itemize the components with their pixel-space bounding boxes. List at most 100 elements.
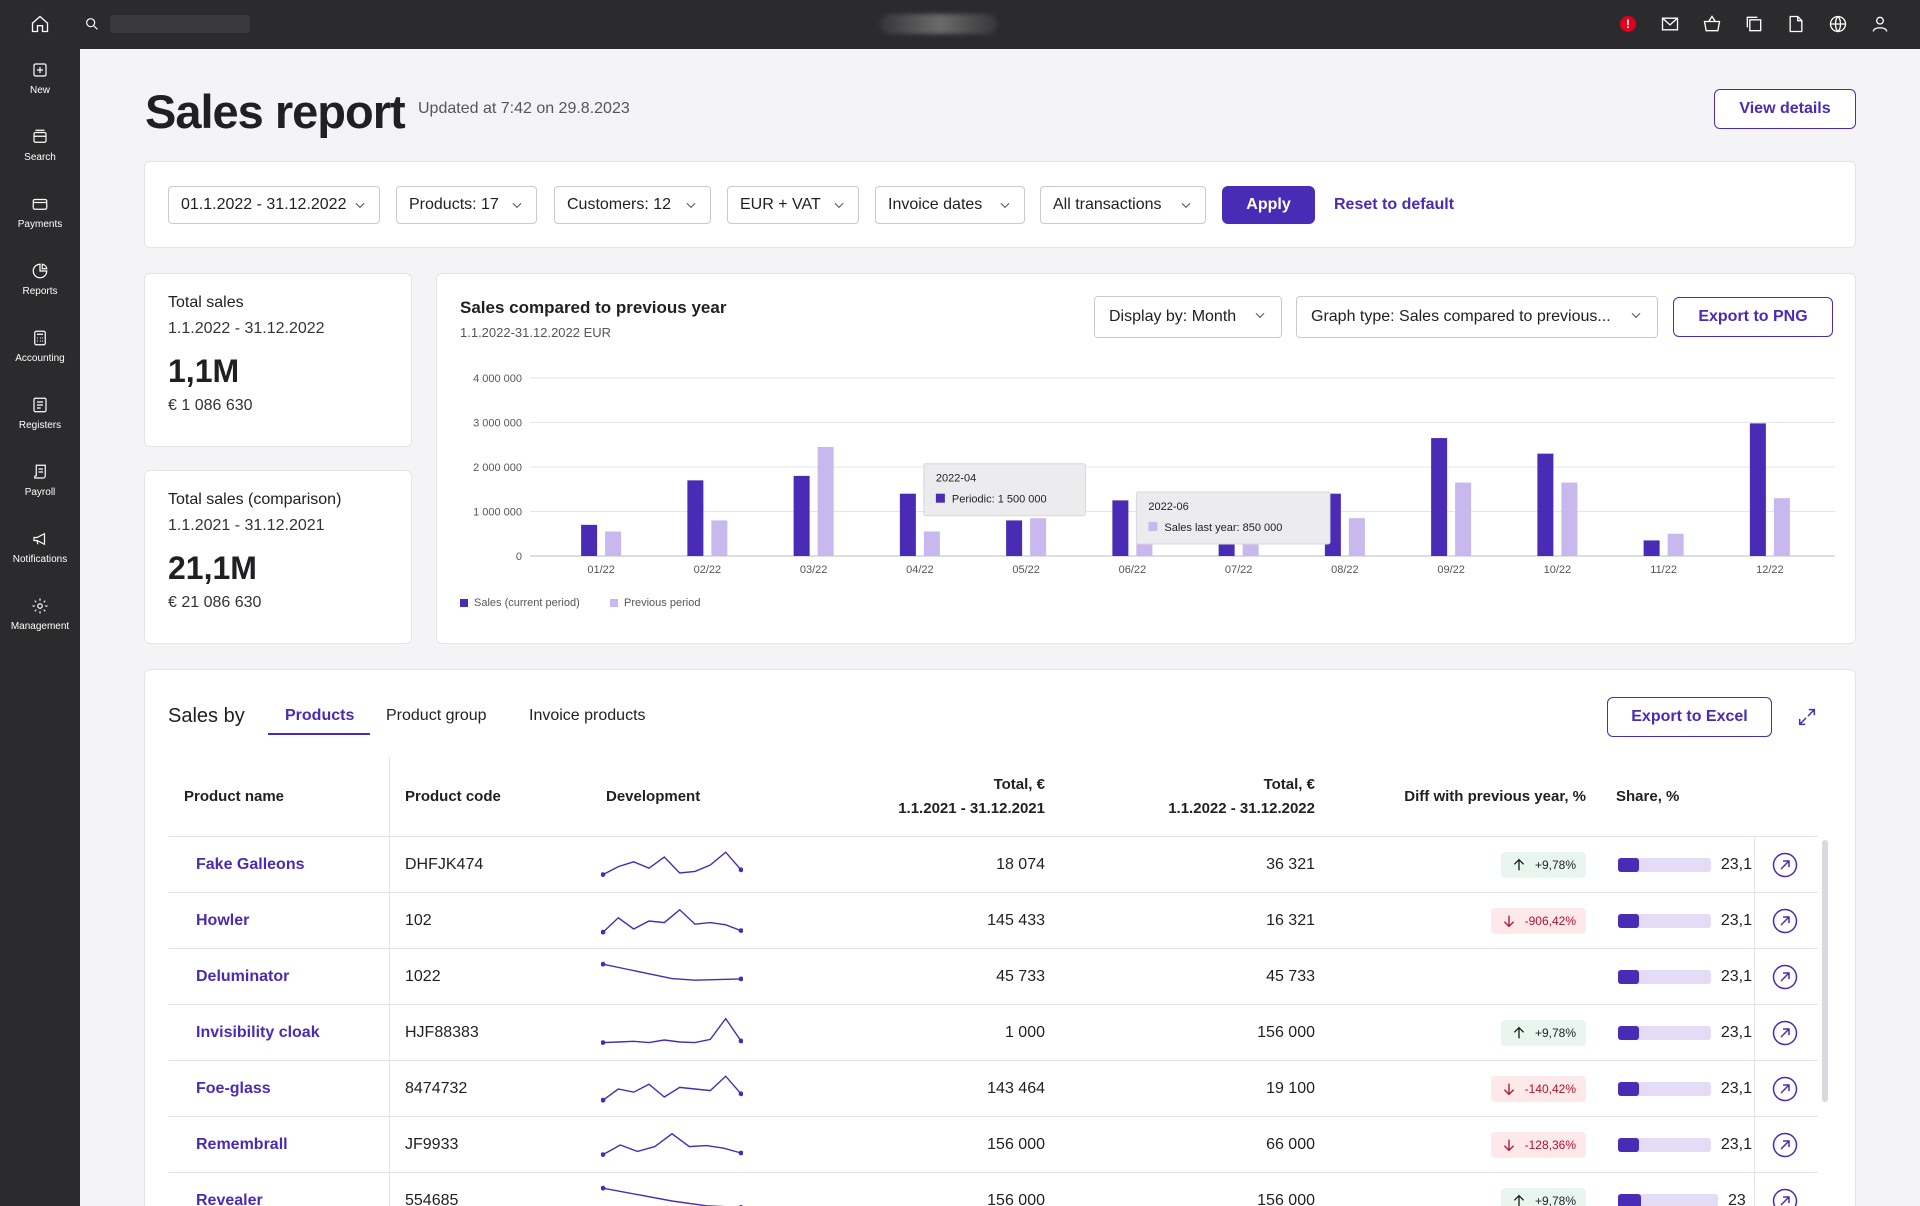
y-tick-label: 1 000 000 xyxy=(473,507,522,519)
export-excel-button[interactable]: Export to Excel xyxy=(1607,697,1772,737)
product-link[interactable]: Foe-glass xyxy=(196,1080,271,1097)
table-row[interactable]: Howler 102 145 433 16 321 -906,42% 23,1 xyxy=(168,893,1818,949)
table-row[interactable]: Fake Galleons DHFJK474 18 074 36 321 +9,78% 2… xyxy=(168,837,1818,893)
share-value: 23,1 xyxy=(1720,856,1752,873)
sidebar-item-reports[interactable]: Reports xyxy=(0,262,80,322)
dropdown-value: Display by: Month xyxy=(1109,308,1237,325)
table-row[interactable]: Revealer 554685 156 000 156 000 +9,78% 23 xyxy=(168,1173,1818,1206)
open-arrow-icon[interactable] xyxy=(1772,1132,1798,1158)
col-header-diff[interactable]: Diff with previous year, % xyxy=(1404,788,1586,805)
expand-icon[interactable] xyxy=(1796,706,1818,728)
bar-previous xyxy=(1348,518,1365,556)
share-value: 23,1 xyxy=(1720,1024,1752,1041)
products-dropdown[interactable]: Products: 17 xyxy=(396,186,537,224)
globe-icon[interactable] xyxy=(1826,12,1850,36)
open-row-cell xyxy=(1772,893,1798,949)
open-arrow-icon[interactable] xyxy=(1772,908,1798,934)
share-cell: 23,1 xyxy=(1618,1061,1752,1117)
copy-icon[interactable] xyxy=(1742,12,1766,36)
sidebar-item-accounting[interactable]: Accounting xyxy=(0,329,80,389)
graph-type-dropdown[interactable]: Graph type: Sales compared to previous..… xyxy=(1296,296,1658,338)
product-name-cell: Howler xyxy=(196,893,249,949)
col-header-total-prev[interactable]: Total, € 1.1.2021 - 31.12.2021 xyxy=(860,773,1045,821)
product-link[interactable]: Howler xyxy=(196,912,250,929)
x-tick-label: 12/22 xyxy=(1756,564,1784,576)
share-cell: 23,1 xyxy=(1618,1117,1752,1173)
tab-product-group[interactable]: Product group xyxy=(386,707,487,724)
product-code-cell: 8474732 xyxy=(405,1080,468,1097)
kpi-exact-value: € 1 086 630 xyxy=(168,397,253,414)
product-link[interactable]: Remembrall xyxy=(196,1136,288,1153)
col-header-product-name[interactable]: Product name xyxy=(184,788,285,805)
arrow-up-icon xyxy=(1511,1025,1535,1041)
sidebar-item-notifications[interactable]: Notifications xyxy=(0,530,80,590)
arrow-down-icon xyxy=(1501,913,1525,929)
search-input[interactable] xyxy=(110,15,250,33)
alert-icon[interactable]: ! xyxy=(1620,16,1636,32)
open-arrow-icon[interactable] xyxy=(1772,1020,1798,1046)
product-code-cell: JF9933 xyxy=(405,1136,459,1153)
product-link[interactable]: Deluminator xyxy=(196,968,290,985)
apply-button[interactable]: Apply xyxy=(1222,186,1315,224)
col-header-share[interactable]: Share, % xyxy=(1616,788,1680,805)
export-png-button[interactable]: Export to PNG xyxy=(1673,297,1833,337)
document-icon[interactable] xyxy=(1784,12,1808,36)
bar-previous xyxy=(817,446,834,556)
chevron-down-icon xyxy=(1179,198,1193,212)
table-row[interactable]: Deluminator 1022 45 733 45 733 23,1 xyxy=(168,949,1818,1005)
customers-dropdown[interactable]: Customers: 12 xyxy=(554,186,711,224)
table-row[interactable]: Invisibility cloak HJF88383 1 000 156 000 +9… xyxy=(168,1005,1818,1061)
total-prev-cell: 1 000 xyxy=(1004,1024,1045,1041)
col-header-development[interactable]: Development xyxy=(606,788,701,805)
basket-icon[interactable] xyxy=(1700,12,1724,36)
tooltip-title: 2022-06 xyxy=(1148,501,1188,513)
product-link[interactable]: Invisibility cloak xyxy=(196,1024,320,1041)
tab-invoice-products[interactable]: Invoice products xyxy=(529,707,646,724)
user-icon[interactable] xyxy=(1868,12,1892,36)
col-header-total-cur[interactable]: Total, € 1.1.2022 - 31.12.2022 xyxy=(1130,773,1315,821)
column-divider xyxy=(1754,836,1755,1206)
currency-dropdown[interactable]: EUR + VAT xyxy=(727,186,859,224)
sidebar-item-registers[interactable]: Registers xyxy=(0,396,80,456)
sidebar-item-new[interactable]: New xyxy=(0,61,80,121)
transactions-dropdown[interactable]: All transactions xyxy=(1040,186,1206,224)
x-tick-label: 03/22 xyxy=(800,564,828,576)
diff-value: -906,42% xyxy=(1524,914,1576,928)
bar-current xyxy=(1431,438,1448,556)
open-arrow-icon[interactable] xyxy=(1772,1076,1798,1102)
table-row[interactable]: Foe-glass 8474732 143 464 19 100 -140,42% 23,… xyxy=(168,1061,1818,1117)
global-search[interactable] xyxy=(84,12,262,36)
product-link[interactable]: Revealer xyxy=(196,1192,263,1206)
legend-label: Sales (current period) xyxy=(474,597,580,609)
table-row[interactable]: Remembrall JF9933 156 000 66 000 -128,36% 23,… xyxy=(168,1117,1818,1173)
product-link[interactable]: Fake Galleons xyxy=(196,856,305,873)
reset-to-default-link[interactable]: Reset to default xyxy=(1334,196,1455,213)
mail-icon[interactable] xyxy=(1658,12,1682,36)
dates-dropdown[interactable]: Invoice dates xyxy=(875,186,1025,224)
sidebar-item-search[interactable]: Search xyxy=(0,128,80,188)
sidebar-item-payroll[interactable]: Payroll xyxy=(0,463,80,523)
sidebar-item-management[interactable]: Management xyxy=(0,597,80,657)
pie-chart-icon xyxy=(32,263,48,279)
megaphone-icon xyxy=(33,532,46,546)
bar-current xyxy=(1537,453,1554,556)
kpi-value: 21,1M xyxy=(168,550,257,586)
open-arrow-icon[interactable] xyxy=(1772,964,1798,990)
tab-products[interactable]: Products xyxy=(285,707,355,724)
display-by-dropdown[interactable]: Display by: Month xyxy=(1094,296,1282,338)
sidebar-item-label: Notifications xyxy=(12,554,68,565)
home-icon[interactable] xyxy=(28,12,52,36)
view-details-button[interactable]: View details xyxy=(1714,89,1856,129)
sidebar-item-payments[interactable]: Payments xyxy=(0,195,80,255)
bar-current xyxy=(1112,500,1129,556)
diff-cell: +9,78% xyxy=(1370,1173,1586,1206)
total-prev-cell: 45 733 xyxy=(996,968,1045,985)
col-header-line: 1.1.2022 - 31.12.2022 xyxy=(1168,800,1315,817)
x-tick-label: 09/22 xyxy=(1437,564,1465,576)
table-scrollbar[interactable] xyxy=(1822,840,1828,1102)
date-range-dropdown[interactable]: 01.1.2022 - 31.12.2022 xyxy=(168,186,380,224)
open-arrow-icon[interactable] xyxy=(1772,1188,1798,1206)
open-row-cell xyxy=(1772,1061,1798,1117)
open-arrow-icon[interactable] xyxy=(1772,852,1798,878)
col-header-product-code[interactable]: Product code xyxy=(405,788,501,805)
